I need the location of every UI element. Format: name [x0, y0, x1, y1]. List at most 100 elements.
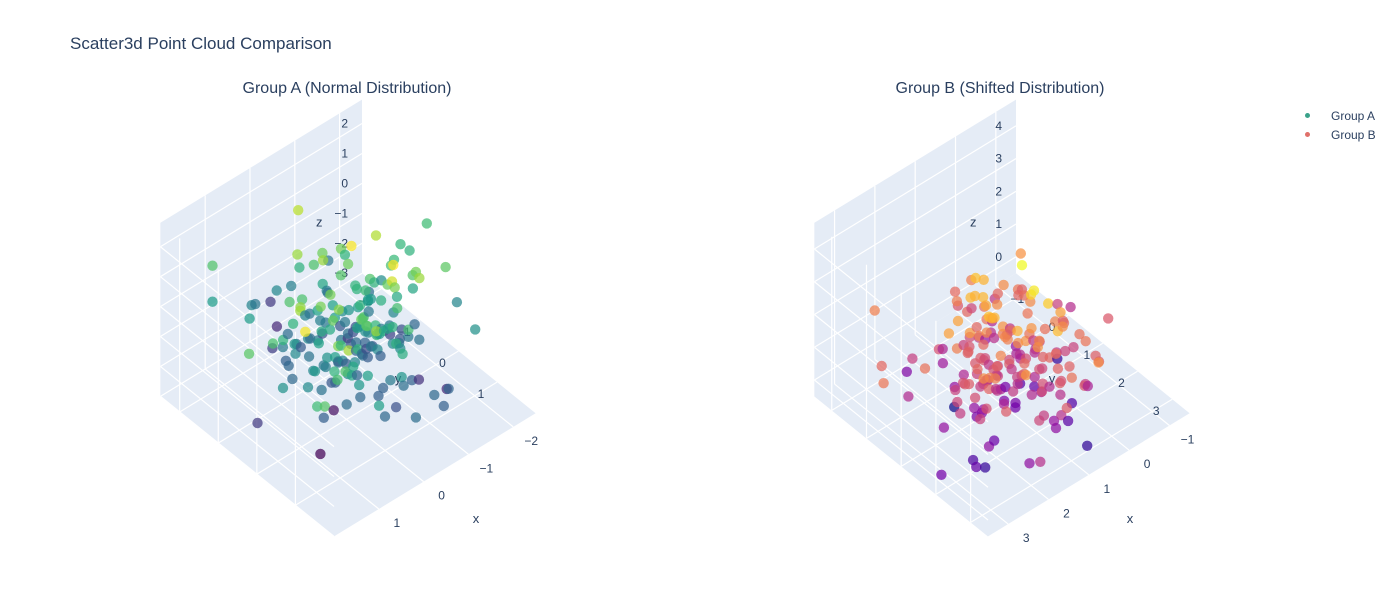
data-point[interactable] — [1062, 415, 1074, 427]
data-point[interactable] — [1082, 380, 1094, 392]
data-point[interactable] — [1050, 316, 1061, 327]
data-point[interactable] — [1093, 357, 1104, 368]
data-point[interactable] — [243, 348, 255, 359]
data-point[interactable] — [1006, 364, 1017, 375]
data-point[interactable] — [936, 469, 947, 480]
legend-item-group-b[interactable]: Group B — [1305, 125, 1376, 144]
data-point[interactable] — [414, 334, 425, 345]
data-point[interactable] — [355, 392, 366, 403]
data-point[interactable] — [970, 272, 981, 284]
data-point[interactable] — [1061, 402, 1073, 414]
data-point[interactable] — [379, 411, 391, 422]
data-point[interactable] — [1060, 345, 1071, 357]
data-point[interactable] — [375, 350, 386, 362]
data-point[interactable] — [351, 283, 363, 295]
data-point[interactable] — [978, 339, 989, 350]
data-point[interactable] — [1056, 410, 1067, 421]
data-point[interactable] — [440, 261, 451, 273]
data-point[interactable] — [1034, 335, 1045, 346]
data-point[interactable] — [327, 315, 339, 326]
data-point[interactable] — [952, 396, 963, 408]
data-point[interactable] — [876, 360, 887, 372]
data-point[interactable] — [286, 280, 297, 292]
data-point[interactable] — [429, 389, 440, 401]
data-point[interactable] — [952, 315, 964, 327]
data-point[interactable] — [1080, 336, 1091, 347]
data-point[interactable] — [919, 363, 931, 374]
data-point[interactable] — [341, 399, 352, 410]
data-point[interactable] — [318, 412, 329, 423]
data-point[interactable] — [950, 384, 961, 396]
data-point[interactable] — [348, 361, 359, 372]
data-point[interactable] — [342, 258, 354, 270]
data-point[interactable] — [1028, 285, 1040, 296]
data-point[interactable] — [292, 249, 303, 260]
data-point[interactable] — [992, 299, 1003, 310]
data-point[interactable] — [335, 340, 347, 351]
data-point[interactable] — [1024, 458, 1035, 469]
data-point[interactable] — [316, 384, 327, 396]
data-point[interactable] — [992, 288, 1003, 299]
data-point[interactable] — [1055, 389, 1066, 400]
data-point[interactable] — [319, 401, 330, 412]
data-point[interactable] — [277, 382, 289, 394]
data-point[interactable] — [1103, 313, 1114, 324]
data-point[interactable] — [907, 353, 918, 364]
data-point[interactable] — [339, 316, 351, 328]
data-point[interactable] — [470, 324, 481, 335]
data-point[interactable] — [316, 326, 327, 337]
data-point[interactable] — [937, 358, 949, 369]
data-point[interactable] — [385, 375, 396, 386]
data-point[interactable] — [395, 239, 406, 250]
data-point[interactable] — [991, 361, 1003, 372]
data-point[interactable] — [375, 295, 387, 306]
data-point[interactable] — [387, 321, 398, 333]
data-point[interactable] — [363, 306, 374, 317]
data-point[interactable] — [1044, 381, 1055, 392]
data-point[interactable] — [1016, 260, 1028, 271]
data-point[interactable] — [990, 373, 1001, 384]
data-point[interactable] — [1050, 422, 1062, 434]
data-point[interactable] — [969, 392, 981, 403]
scene-a[interactable]: −2−101−2−101−3−2−1012xyz — [160, 99, 538, 537]
data-point[interactable] — [391, 291, 403, 302]
data-point[interactable] — [328, 405, 339, 416]
data-point[interactable] — [413, 374, 425, 385]
data-point[interactable] — [410, 412, 422, 423]
data-point[interactable] — [1020, 370, 1032, 381]
data-point[interactable] — [370, 230, 382, 241]
data-point[interactable] — [1039, 323, 1051, 335]
data-point[interactable] — [346, 240, 357, 252]
data-point[interactable] — [1074, 329, 1085, 340]
data-point[interactable] — [377, 382, 389, 394]
data-point[interactable] — [995, 350, 1006, 361]
data-point[interactable] — [963, 346, 974, 357]
data-point[interactable] — [988, 332, 1000, 344]
data-point[interactable] — [343, 345, 354, 356]
data-point[interactable] — [414, 272, 425, 284]
data-point[interactable] — [1000, 381, 1011, 393]
data-point[interactable] — [989, 312, 1000, 323]
data-point[interactable] — [398, 380, 409, 391]
data-point[interactable] — [1019, 358, 1030, 369]
data-point[interactable] — [267, 338, 279, 349]
data-point[interactable] — [1029, 381, 1040, 392]
data-point[interactable] — [975, 413, 986, 425]
data-point[interactable] — [329, 366, 340, 377]
data-point[interactable] — [392, 303, 403, 314]
data-point[interactable] — [1056, 375, 1067, 387]
data-point[interactable] — [351, 370, 363, 381]
data-point[interactable] — [943, 328, 955, 339]
data-point[interactable] — [1043, 298, 1054, 309]
data-point[interactable] — [977, 292, 989, 303]
data-point[interactable] — [354, 300, 366, 311]
data-point[interactable] — [421, 218, 432, 229]
data-point[interactable] — [951, 296, 963, 307]
data-point[interactable] — [362, 370, 373, 381]
data-point[interactable] — [443, 383, 454, 394]
data-point[interactable] — [304, 308, 315, 319]
data-point[interactable] — [966, 303, 977, 314]
data-point[interactable] — [303, 351, 315, 362]
data-point[interactable] — [972, 364, 983, 375]
